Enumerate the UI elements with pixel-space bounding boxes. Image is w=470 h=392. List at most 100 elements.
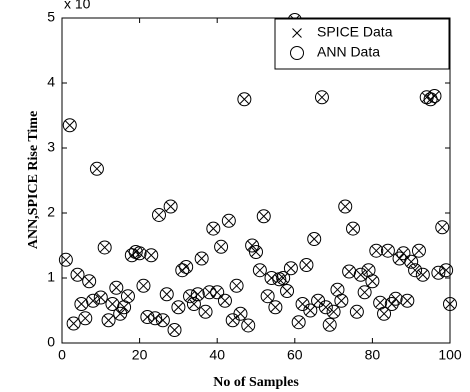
- data-point: [252, 263, 267, 278]
- data-point: [365, 274, 380, 289]
- data-point: [154, 210, 164, 220]
- data-point: [243, 320, 254, 331]
- legend-label: SPICE Data: [317, 24, 393, 40]
- data-point: [231, 280, 242, 291]
- data-point: [109, 280, 124, 295]
- data-point: [314, 90, 329, 105]
- data-point: [82, 274, 97, 289]
- data-point: [148, 311, 163, 326]
- data-point: [113, 306, 128, 321]
- data-point: [332, 284, 343, 295]
- data-point: [320, 302, 331, 313]
- data-point: [210, 285, 225, 300]
- data-point: [223, 215, 234, 226]
- data-point: [80, 313, 91, 324]
- data-point: [349, 304, 364, 319]
- y-tick-label: 5: [47, 9, 55, 25]
- data-point: [338, 199, 353, 214]
- data-point: [415, 267, 430, 282]
- data-point: [196, 253, 207, 264]
- data-point: [103, 315, 114, 326]
- data-point: [169, 325, 180, 335]
- data-point: [410, 265, 420, 276]
- data-point: [283, 261, 298, 276]
- data-point: [330, 282, 345, 297]
- data-point: [373, 295, 388, 310]
- data-point: [68, 318, 79, 329]
- data-point: [282, 286, 292, 296]
- data-point: [443, 297, 457, 311]
- data-point: [70, 267, 85, 282]
- data-point: [258, 211, 269, 222]
- data-point: [204, 287, 215, 298]
- data-point: [124, 248, 139, 263]
- data-point: [322, 317, 337, 332]
- data-point: [301, 260, 312, 270]
- data-point: [328, 306, 339, 317]
- data-point: [241, 318, 256, 333]
- data-point: [93, 290, 108, 305]
- data-point: [251, 247, 261, 257]
- data-point: [369, 243, 384, 258]
- data-point: [194, 251, 209, 266]
- data-point: [400, 293, 415, 308]
- data-point: [239, 94, 250, 105]
- data-point: [107, 299, 118, 309]
- data-point: [66, 316, 81, 331]
- data-point: [441, 265, 451, 276]
- data-point: [58, 252, 73, 267]
- data-point: [353, 267, 368, 282]
- x-tick-label: 100: [438, 347, 462, 363]
- data-point: [256, 209, 271, 224]
- data-point: [101, 313, 116, 328]
- data-point: [227, 315, 238, 326]
- data-point: [186, 297, 201, 311]
- data-point: [317, 92, 327, 103]
- data-point: [175, 263, 190, 278]
- data-point: [375, 297, 386, 308]
- data-point: [138, 280, 149, 291]
- y-tick-label: 2: [47, 204, 55, 220]
- data-point: [95, 292, 106, 303]
- data-point: [221, 213, 236, 228]
- y-tick-label: 4: [47, 74, 55, 90]
- data-point: [208, 223, 219, 234]
- data-point: [334, 293, 349, 308]
- data-point: [380, 243, 395, 258]
- data-point: [99, 242, 110, 253]
- data-point: [352, 306, 362, 317]
- data-point: [245, 238, 260, 253]
- data-point: [305, 305, 316, 316]
- data-point: [64, 120, 75, 131]
- data-point: [357, 285, 372, 300]
- data-point: [120, 289, 135, 304]
- data-point: [344, 266, 354, 277]
- data-point: [163, 199, 178, 214]
- data-point: [86, 293, 101, 308]
- data-point: [136, 278, 151, 293]
- data-point: [260, 289, 275, 304]
- data-point: [132, 246, 147, 261]
- data-point: [220, 295, 230, 306]
- data-point: [363, 265, 374, 276]
- data-point: [268, 300, 283, 315]
- x-tick-label: 80: [365, 347, 381, 363]
- data-point: [206, 221, 221, 236]
- legend: SPICE Data ANN Data: [274, 18, 450, 70]
- data-point: [417, 269, 428, 280]
- data-point: [361, 263, 376, 278]
- data-point: [286, 263, 296, 274]
- data-point: [293, 317, 304, 328]
- data-point: [291, 315, 306, 330]
- data-point: [318, 300, 333, 315]
- exponent-label: x 10: [64, 0, 91, 12]
- data-point: [431, 265, 446, 280]
- data-point: [303, 303, 318, 318]
- data-point: [155, 313, 170, 328]
- data-point: [89, 161, 104, 176]
- x-tick-label: 60: [287, 347, 303, 363]
- x-axis-label: No of Samples: [213, 375, 299, 390]
- data-point: [367, 276, 378, 287]
- data-point: [76, 299, 87, 309]
- data-point: [414, 245, 424, 256]
